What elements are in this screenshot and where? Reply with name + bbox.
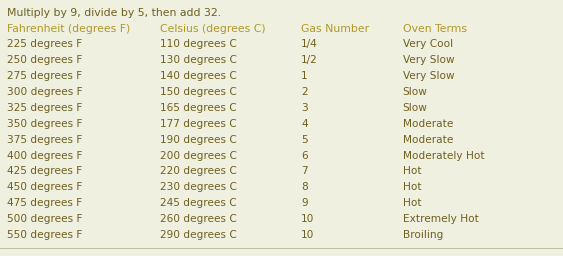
Text: 165 degrees C: 165 degrees C: [160, 103, 237, 113]
Text: 225 degrees F: 225 degrees F: [7, 39, 82, 49]
Text: Gas Number: Gas Number: [301, 24, 369, 34]
Text: Celsius (degrees C): Celsius (degrees C): [160, 24, 266, 34]
Text: 9: 9: [301, 198, 308, 208]
Text: 6: 6: [301, 151, 308, 161]
Text: 200 degrees C: 200 degrees C: [160, 151, 238, 161]
Text: Multiply by 9, divide by 5, then add 32.: Multiply by 9, divide by 5, then add 32.: [7, 8, 221, 18]
Text: Hot: Hot: [403, 182, 421, 192]
Text: 375 degrees F: 375 degrees F: [7, 135, 82, 145]
Text: Slow: Slow: [403, 87, 427, 97]
Text: Very Cool: Very Cool: [403, 39, 453, 49]
Text: 1: 1: [301, 71, 308, 81]
Text: 350 degrees F: 350 degrees F: [7, 119, 82, 129]
Text: 275 degrees F: 275 degrees F: [7, 71, 82, 81]
Text: 1/2: 1/2: [301, 55, 318, 65]
Text: Very Slow: Very Slow: [403, 71, 454, 81]
Text: 2: 2: [301, 87, 308, 97]
Text: 550 degrees F: 550 degrees F: [7, 230, 82, 240]
Text: Extremely Hot: Extremely Hot: [403, 214, 479, 224]
Text: 400 degrees F: 400 degrees F: [7, 151, 82, 161]
Text: Broiling: Broiling: [403, 230, 443, 240]
Text: 3: 3: [301, 103, 308, 113]
Text: 230 degrees C: 230 degrees C: [160, 182, 238, 192]
Text: 260 degrees C: 260 degrees C: [160, 214, 237, 224]
Text: Moderately Hot: Moderately Hot: [403, 151, 484, 161]
Text: 150 degrees C: 150 degrees C: [160, 87, 237, 97]
Text: 130 degrees C: 130 degrees C: [160, 55, 238, 65]
Text: Very Slow: Very Slow: [403, 55, 454, 65]
Text: 220 degrees C: 220 degrees C: [160, 166, 237, 176]
Text: 10: 10: [301, 230, 315, 240]
Text: 4: 4: [301, 119, 308, 129]
Text: 1/4: 1/4: [301, 39, 318, 49]
Text: Slow: Slow: [403, 103, 427, 113]
Text: Hot: Hot: [403, 198, 421, 208]
Text: 140 degrees C: 140 degrees C: [160, 71, 237, 81]
Text: 177 degrees C: 177 degrees C: [160, 119, 237, 129]
Text: 290 degrees C: 290 degrees C: [160, 230, 237, 240]
Text: 5: 5: [301, 135, 308, 145]
Text: 7: 7: [301, 166, 308, 176]
Text: 10: 10: [301, 214, 315, 224]
Text: 475 degrees F: 475 degrees F: [7, 198, 82, 208]
Text: 250 degrees F: 250 degrees F: [7, 55, 82, 65]
Text: 8: 8: [301, 182, 308, 192]
Text: 325 degrees F: 325 degrees F: [7, 103, 82, 113]
Text: Moderate: Moderate: [403, 135, 453, 145]
Text: Moderate: Moderate: [403, 119, 453, 129]
Text: 110 degrees C: 110 degrees C: [160, 39, 237, 49]
Text: 450 degrees F: 450 degrees F: [7, 182, 82, 192]
Text: Fahrenheit (degrees F): Fahrenheit (degrees F): [7, 24, 130, 34]
Text: 425 degrees F: 425 degrees F: [7, 166, 82, 176]
Text: 190 degrees C: 190 degrees C: [160, 135, 237, 145]
Text: 500 degrees F: 500 degrees F: [7, 214, 82, 224]
Text: 245 degrees C: 245 degrees C: [160, 198, 237, 208]
Text: Oven Terms: Oven Terms: [403, 24, 467, 34]
Text: 300 degrees F: 300 degrees F: [7, 87, 82, 97]
Text: Hot: Hot: [403, 166, 421, 176]
